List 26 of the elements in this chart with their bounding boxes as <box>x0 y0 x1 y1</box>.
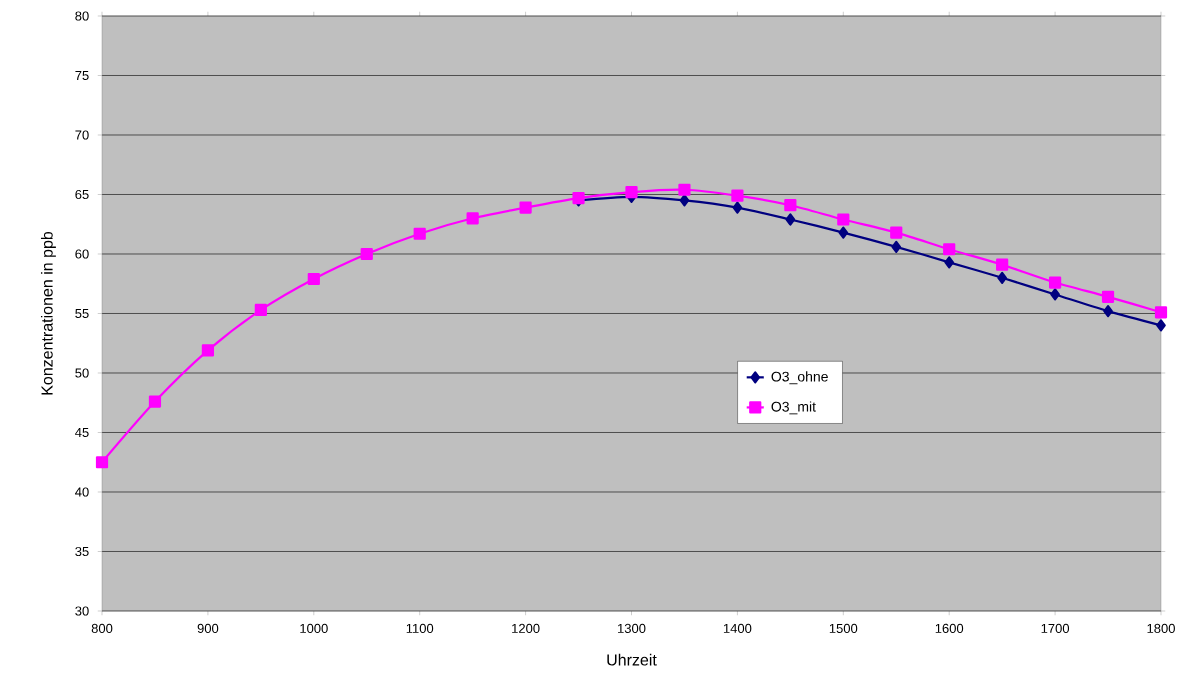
y-tick-label: 65 <box>75 189 89 200</box>
y-tick-label: 60 <box>75 249 89 259</box>
y-tick-label: 75 <box>75 70 89 81</box>
y-tick-label: 30 <box>75 606 89 616</box>
x-tick-label: 1100 <box>406 623 434 633</box>
x-axis-title: Uhrzeit <box>607 653 657 666</box>
x-tick-label: 1200 <box>512 623 540 633</box>
x-tick-label: 1700 <box>1041 623 1070 633</box>
y-axis-title: Konzentrationen in ppb <box>40 231 56 395</box>
x-tick-label: 1400 <box>723 623 752 633</box>
y-tick-label: 70 <box>75 130 89 140</box>
y-tick-label: 50 <box>75 368 89 378</box>
x-tick-label: 1000 <box>300 623 328 633</box>
x-tick-label: 1300 <box>618 623 646 633</box>
legend-label: O3_mit <box>771 401 816 415</box>
y-tick-label: 45 <box>75 427 89 438</box>
y-tick-label: 80 <box>75 11 89 21</box>
x-tick-label: 1600 <box>935 623 964 633</box>
y-tick-label: 55 <box>75 308 89 319</box>
x-tick-label: 900 <box>197 623 219 633</box>
legend-label: O3_ohne <box>771 371 828 385</box>
x-tick-label: 1500 <box>829 623 858 633</box>
y-tick-label: 40 <box>75 487 89 497</box>
x-tick-label: 1800 <box>1147 623 1175 633</box>
x-tick-label: 800 <box>91 623 113 633</box>
y-tick-label: 35 <box>75 546 89 557</box>
